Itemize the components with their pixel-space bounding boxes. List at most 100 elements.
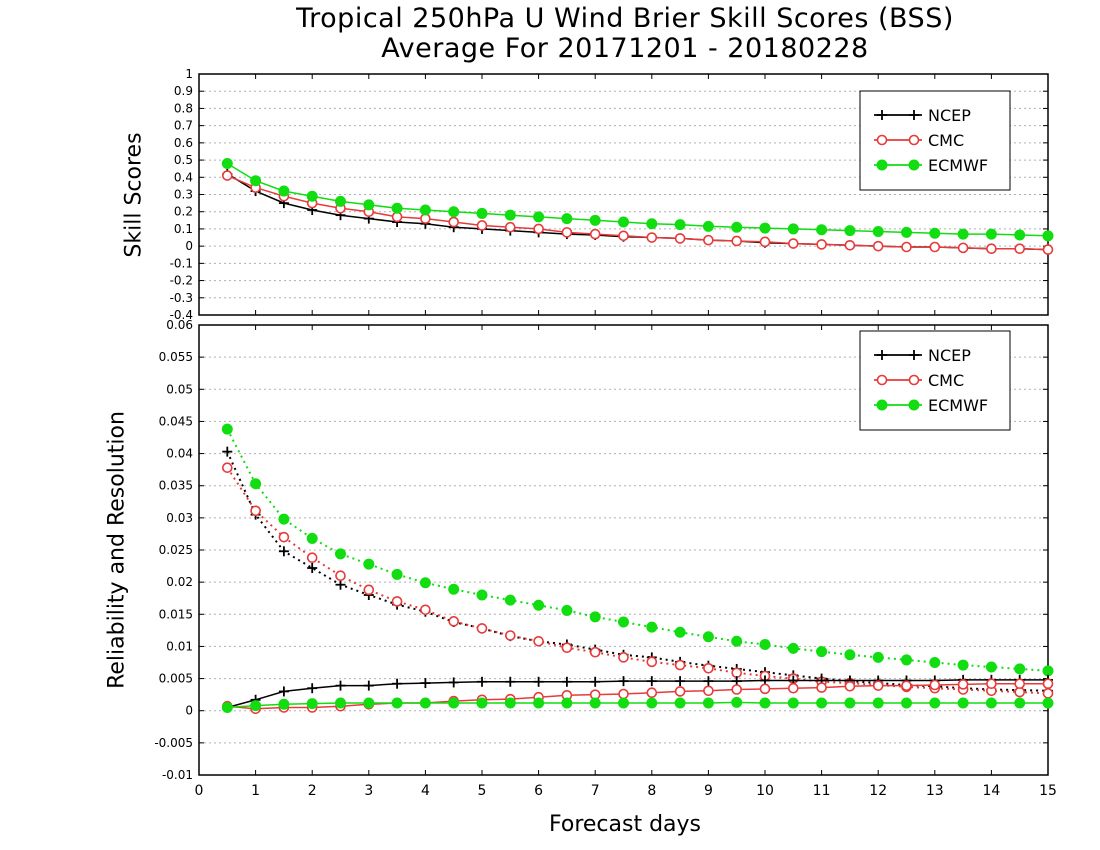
x-tick-label: 14 [982, 783, 1000, 799]
data-point-cmc-reliability [731, 684, 743, 695]
chart-title: Tropical 250hPa U Wind Brier Skill Score… [296, 3, 954, 34]
x-tick-label: 15 [1039, 783, 1057, 799]
y-tick-label: 0.7 [174, 119, 193, 133]
data-point-cmc [618, 230, 629, 242]
data-point-ecmwf [476, 207, 488, 219]
data-point-ecmwf [646, 218, 658, 230]
data-point-cmc [986, 243, 997, 255]
data-point-ncep-reliability [505, 676, 516, 687]
data-point-cmc [1042, 244, 1054, 255]
panel-reliability-resolution: -0.01 -0.005 0 0.005 0.01 0.015 0.02 0.025 0.03 0… [154, 318, 1057, 799]
data-point-ncep-reliability [448, 677, 459, 688]
data-point-cmc-resolution [306, 552, 318, 564]
y-tick-label: 0 [185, 239, 193, 253]
y-tick-label: -0.1 [170, 256, 193, 270]
legend-label-ncep: NCEP [928, 106, 971, 125]
data-point-cmc [901, 241, 912, 253]
data-point-ecmwf-reliability [759, 697, 771, 709]
y-tick-label: -0.005 [154, 736, 193, 750]
y-tick-label: 0.025 [159, 543, 193, 557]
data-point-ecmwf-resolution [250, 478, 262, 490]
data-point-cmc [476, 220, 488, 231]
data-point-ecmwf-reliability [787, 697, 799, 709]
data-point-ecmwf-resolution [504, 594, 516, 606]
data-point-cmc [222, 170, 233, 181]
data-point-cmc-reliability [986, 678, 997, 690]
x-tick-label: 10 [756, 783, 774, 799]
data-point-ecmwf-reliability [957, 697, 969, 709]
data-point-cmc-resolution [674, 659, 686, 671]
data-point-ncep-reliability [703, 676, 714, 687]
y-tick-label: 0.03 [166, 511, 193, 525]
x-tick-label: 5 [478, 783, 487, 799]
data-point-ecmwf-resolution [901, 654, 912, 666]
data-point-ecmwf-resolution [278, 513, 290, 525]
y-tick-label: 0.04 [166, 447, 193, 461]
data-point-cmc [844, 239, 856, 251]
data-point-cmc [674, 233, 686, 244]
data-point-ecmwf [250, 175, 262, 187]
data-point-cmc-reliability [674, 686, 686, 697]
data-point-ecmwf [759, 222, 771, 234]
data-point-ecmwf-resolution [646, 621, 658, 633]
data-point-ecmwf-reliability [391, 697, 403, 709]
data-point-ecmwf [985, 228, 997, 240]
data-point-ncep-reliability [533, 676, 544, 687]
data-point-ecmwf [844, 225, 856, 237]
data-point-ecmwf-reliability [816, 697, 828, 709]
data-point-ecmwf-resolution [618, 616, 629, 628]
data-point-ncep-reliability [477, 676, 487, 687]
panel-skill-scores: -0.4 -0.3 -0.2 -0.1 0 0.1 0.2 0.3 0.4 0.5 0.6 0.7 0.… [170, 67, 1054, 322]
data-point-ecmwf [872, 226, 884, 238]
data-point-cmc-resolution [420, 604, 431, 616]
data-point-cmc-resolution [476, 623, 488, 634]
data-point-ecmwf [787, 223, 799, 235]
data-point-cmc-reliability [759, 683, 771, 695]
data-point-cmc [957, 242, 969, 254]
top-panel-y-axis-label: Skill Scores [121, 132, 147, 258]
data-point-ecmwf [901, 226, 912, 238]
y-tick-label: 0.2 [174, 205, 193, 219]
data-point-ncep-resolution [222, 446, 233, 457]
data-point-cmc-reliability [646, 687, 658, 699]
data-point-cmc [533, 223, 544, 235]
y-tick-label: 0.005 [159, 672, 193, 686]
y-tick-label: 0.5 [174, 153, 193, 167]
data-point-cmc [448, 216, 460, 228]
data-point-cmc-reliability [901, 680, 912, 691]
data-point-ecmwf-resolution [306, 532, 318, 544]
data-point-ecmwf-resolution [759, 639, 771, 650]
x-tick-label: 6 [534, 783, 543, 799]
data-point-ecmwf-resolution [787, 642, 799, 654]
data-point-ecmwf-reliability [363, 697, 375, 709]
legend-label-ecmwf: ECMWF [928, 396, 988, 415]
data-point-ecmwf-reliability [561, 697, 573, 709]
x-tick-label: 7 [591, 783, 600, 799]
data-point-ecmwf-resolution [872, 651, 884, 663]
data-point-ecmwf-resolution [221, 423, 233, 435]
bottom-panel-y-axis-label: Reliability and Resolution [104, 411, 130, 689]
data-point-cmc-resolution [250, 505, 261, 517]
data-point-cmc-resolution [278, 531, 290, 543]
y-tick-label: 0.9 [174, 84, 193, 98]
x-tick-label: 9 [704, 783, 713, 799]
data-point-ecmwf-resolution [1014, 663, 1026, 675]
legend: NCEP CMC ECMWF [859, 90, 1011, 191]
data-point-cmc-resolution [533, 635, 544, 647]
data-point-cmc-resolution [335, 570, 346, 582]
data-point-ncep-reliability [590, 676, 601, 687]
x-tick-label: 3 [364, 783, 373, 799]
data-point-ecmwf-reliability [419, 697, 431, 709]
data-point-ncep-resolution [278, 546, 289, 557]
data-point-ecmwf-resolution [476, 589, 488, 601]
data-point-ecmwf-reliability [306, 698, 318, 710]
data-point-ecmwf [816, 224, 828, 236]
legend-marker-cmc [908, 134, 920, 146]
data-point-ecmwf [561, 213, 573, 225]
data-point-ecmwf [674, 219, 686, 231]
legend-marker-cmc [908, 374, 920, 386]
data-point-ecmwf [221, 158, 233, 170]
data-point-ncep-reliability [335, 680, 346, 691]
y-tick-label: 0.6 [174, 136, 193, 150]
data-point-ecmwf-resolution [731, 635, 743, 647]
